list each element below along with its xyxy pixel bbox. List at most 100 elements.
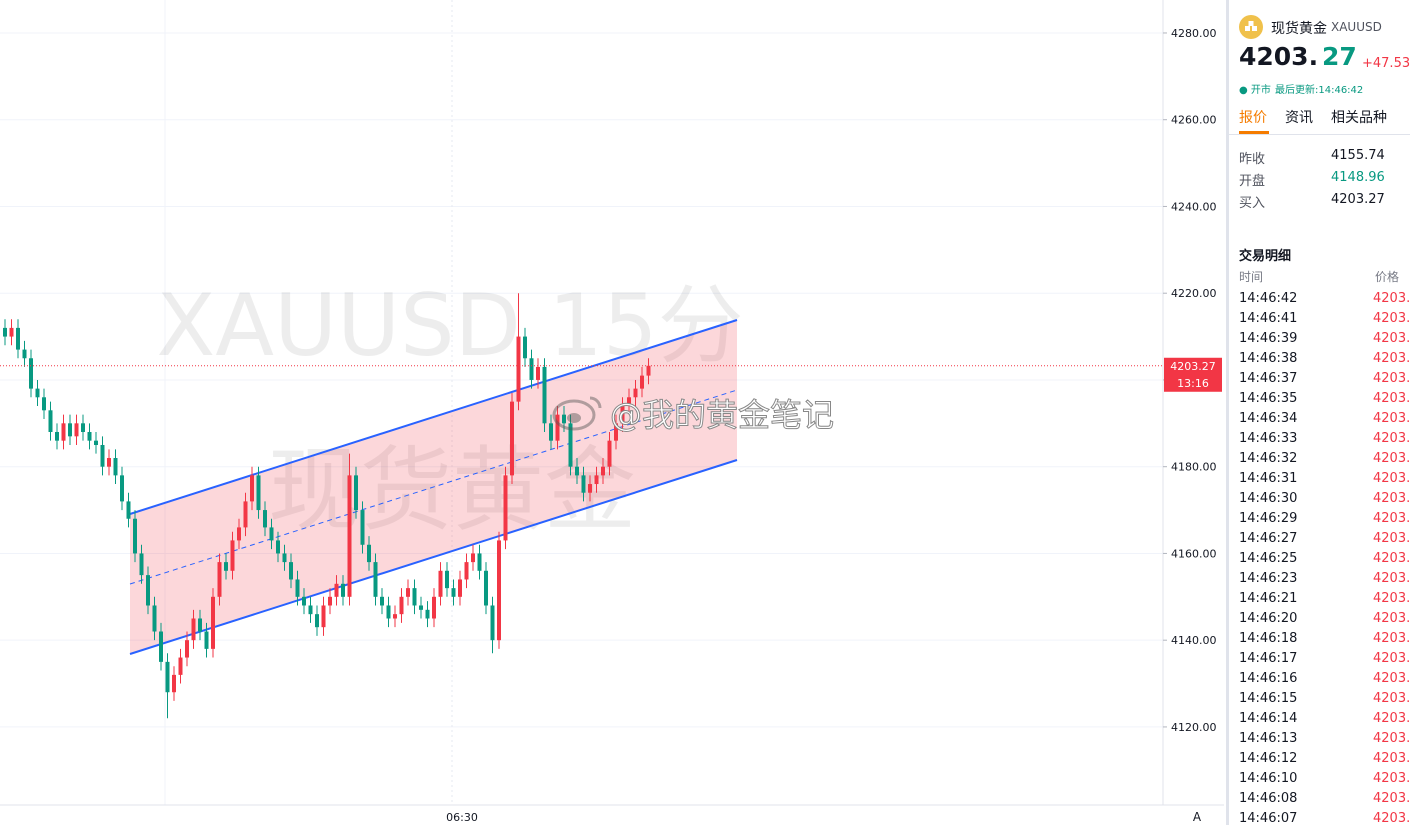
stat-value: 4203.27 — [1331, 192, 1385, 207]
gold-icon — [1239, 15, 1263, 39]
price-change: +47.53 — [1362, 56, 1410, 71]
candle-body — [61, 423, 66, 441]
tab[interactable]: 资讯 — [1285, 110, 1313, 126]
tab[interactable]: 报价 — [1239, 110, 1267, 126]
y-tick-label: 4240.00 — [1171, 200, 1217, 213]
candle-body — [399, 596, 404, 615]
channel-mid — [129, 389, 738, 585]
candle-body — [484, 570, 488, 606]
weibo-logo — [552, 396, 602, 431]
candle-body — [458, 579, 462, 597]
candle-body — [438, 570, 443, 597]
trade-time: 14:46:15 — [1239, 691, 1298, 706]
scale-button-label[interactable]: A — [1193, 810, 1202, 824]
candle-body — [230, 540, 235, 571]
candle-body — [354, 475, 358, 511]
candle-body — [490, 605, 495, 641]
candle-body — [432, 596, 436, 619]
trade-price: 4203.4 — [1373, 311, 1410, 326]
candle-body — [477, 553, 482, 571]
candle-body — [250, 475, 254, 502]
candle-body — [126, 501, 131, 519]
trade-price: 4203.5 — [1373, 491, 1410, 506]
candle-body — [503, 475, 508, 541]
candle-body — [81, 423, 85, 432]
candle-body — [581, 475, 586, 493]
trade-time: 14:46:30 — [1239, 491, 1298, 506]
stat-value: 4148.96 — [1331, 170, 1385, 185]
candle-body — [347, 475, 352, 597]
candle-body — [360, 510, 365, 545]
trade-price: 4203.8 — [1373, 751, 1410, 766]
trade-time: 14:46:18 — [1239, 631, 1298, 646]
candle-body — [321, 605, 326, 628]
candle-body — [464, 562, 469, 580]
candle-body — [302, 596, 306, 606]
candle-body — [29, 358, 33, 389]
candle-body — [237, 527, 241, 541]
candle-body — [562, 414, 566, 424]
trade-price: 4203.2 — [1373, 451, 1410, 466]
symbol-name: 现货黄金 — [1271, 21, 1327, 37]
candle-body — [497, 540, 501, 641]
price-tag — [1164, 357, 1222, 392]
trade-time: 14:46:12 — [1239, 751, 1298, 766]
candles — [3, 293, 651, 719]
candle-body — [243, 501, 248, 528]
trade-time: 14:46:38 — [1239, 351, 1298, 366]
candle-body — [529, 358, 534, 380]
trade-time: 14:46:29 — [1239, 511, 1298, 526]
candle-body — [94, 440, 98, 446]
trade-price: 4203.1 — [1373, 331, 1410, 346]
candle-body — [165, 661, 170, 693]
candle-body — [575, 466, 579, 476]
trade-time: 14:46:41 — [1239, 311, 1298, 326]
candle-body — [451, 588, 456, 597]
watermark: 现货黄金 — [268, 437, 636, 544]
candle-body — [68, 423, 72, 437]
trade-time: 14:46:20 — [1239, 611, 1298, 626]
trade-price: 4203.9 — [1373, 811, 1410, 825]
trade-time: 14:46:17 — [1239, 651, 1298, 666]
last-update: 最后更新:14:46:42 — [1275, 85, 1364, 96]
trade-time: 14:46:34 — [1239, 411, 1298, 426]
candle-body — [406, 588, 410, 597]
candle-body — [276, 540, 280, 554]
chart: XAUUSD 15分 现货黄金 @我的黄金笔记 4120.004140.0041… — [0, 0, 1224, 825]
scale-button[interactable] — [1188, 807, 1206, 825]
candle-body — [224, 562, 228, 571]
trade-price: 4203.8 — [1373, 671, 1410, 686]
candle-body — [74, 423, 79, 437]
candle-body — [367, 544, 371, 563]
trade-time: 14:46:14 — [1239, 711, 1298, 726]
candle-body — [87, 431, 92, 441]
trade-price: 4203.5 — [1373, 551, 1410, 566]
trade-time: 14:46:23 — [1239, 571, 1298, 586]
trade-price: 4203.0 — [1373, 391, 1410, 406]
price-tag-value: 4203.27 — [1170, 360, 1216, 373]
trade-time: 14:46:33 — [1239, 431, 1298, 446]
candle-body — [48, 410, 53, 432]
channel-upper — [129, 319, 738, 515]
trade-price: 4203.5 — [1373, 531, 1410, 546]
trade-time: 14:46:25 — [1239, 551, 1298, 566]
trade-price: 4203.9 — [1373, 731, 1410, 746]
ticks: 4120.00 4140.00 4160.00 4180.00 4220.00 4240.… — [0, 27, 1222, 824]
candle-body — [282, 553, 287, 563]
trade-price: 4203.2 — [1373, 351, 1410, 366]
candle-body — [217, 562, 222, 597]
candle-body — [523, 336, 527, 359]
candle-body — [419, 605, 423, 610]
price-frac: 27 — [1322, 42, 1357, 71]
candle-body — [341, 583, 345, 597]
tab[interactable]: 相关品种 — [1331, 110, 1387, 126]
trade-price: 4203.2 — [1373, 291, 1410, 306]
trade-price: 4203.8 — [1373, 631, 1410, 646]
trade-price: 4203.5 — [1373, 591, 1410, 606]
candle-body — [315, 614, 319, 628]
candle-body — [191, 618, 196, 641]
divider — [1229, 134, 1410, 135]
stat-label: 昨收 — [1239, 152, 1266, 167]
candle-body — [204, 631, 209, 649]
candle-body — [328, 596, 332, 606]
